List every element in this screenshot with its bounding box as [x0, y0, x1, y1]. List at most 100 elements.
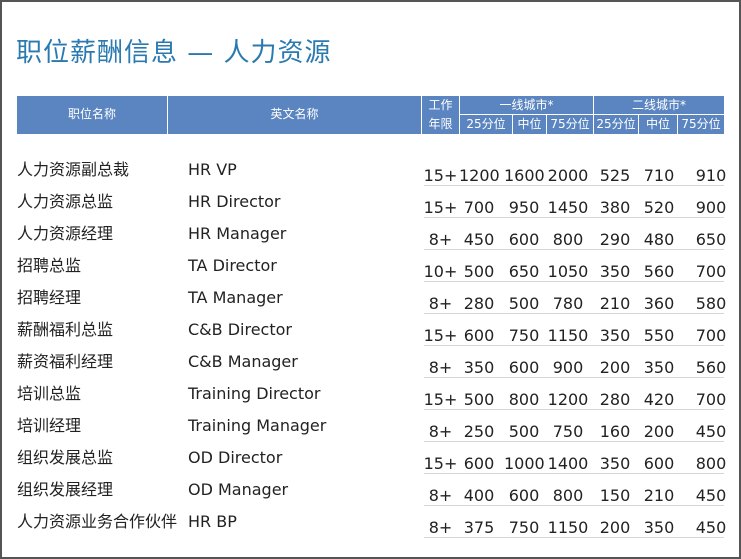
row-separator — [424, 377, 724, 378]
cell-en-name: C&B Director — [188, 320, 292, 339]
cell-tier1-p75: 1150 — [547, 518, 589, 537]
header-tier2-p25: 25分位 — [596, 117, 636, 131]
cell-tier2-p25: 150 — [599, 486, 631, 505]
cell-tier2-p25: 380 — [599, 198, 631, 217]
cell-cn-name: 培训总监 — [17, 384, 82, 403]
cell-years: 15+ — [423, 198, 458, 217]
cell-tier2-p50: 420 — [643, 390, 675, 409]
cell-tier1-p25: 600 — [463, 326, 495, 345]
cell-tier2-p25: 280 — [599, 390, 631, 409]
cell-tier1-p50: 600 — [508, 358, 540, 377]
cell-years: 8+ — [428, 486, 453, 505]
table-row: 人力资源副总裁 HR VP 15+ 1200 1600 2000 525 710 910 — [17, 154, 726, 186]
header-tier1-p50: 中位 — [517, 117, 542, 131]
cell-tier2-p50: 710 — [643, 166, 675, 185]
cell-tier1-p50: 800 — [508, 390, 540, 409]
cell-en-name: HR Manager — [188, 224, 287, 243]
cell-tier2-p25: 200 — [599, 518, 631, 537]
table-row: 组织发展总监 OD Director 15+ 600 1000 1400 350 600 800 — [17, 442, 726, 474]
header-divider — [593, 96, 594, 134]
cell-tier2-p25: 290 — [599, 230, 631, 249]
cell-en-name: HR Director — [188, 192, 281, 211]
cell-tier1-p25: 375 — [463, 518, 495, 537]
cell-tier1-p50: 750 — [508, 518, 540, 537]
cell-tier1-p75: 1400 — [547, 454, 589, 473]
header-tier2-group: 二线城市* — [631, 98, 686, 112]
header-divider — [167, 96, 168, 134]
cell-tier2-p25: 200 — [599, 358, 631, 377]
cell-tier2-p50: 350 — [643, 518, 675, 537]
row-separator — [424, 249, 724, 250]
cell-en-name: HR VP — [188, 160, 237, 179]
cell-years: 8+ — [428, 358, 453, 377]
cell-tier2-p75: 560 — [695, 358, 727, 377]
cell-tier2-p75: 450 — [695, 518, 727, 537]
header-tier1-p75: 75分位 — [550, 117, 590, 131]
cell-tier2-p25: 350 — [599, 454, 631, 473]
header-cn-name: 职位名称 — [67, 107, 116, 121]
cell-years: 8+ — [428, 518, 453, 537]
cell-tier1-p50: 950 — [508, 198, 540, 217]
cell-tier2-p75: 580 — [695, 294, 727, 313]
cell-tier2-p50: 200 — [643, 422, 675, 441]
table-header: 职位名称 英文名称 工作 年限 一线城市* 二线城市* 25分位 中位 75分位… — [17, 96, 724, 134]
cell-cn-name: 组织发展经理 — [17, 480, 114, 499]
header-years-line2: 年限 — [428, 117, 453, 131]
table-row: 人力资源经理 HR Manager 8+ 450 600 800 290 480 650 — [17, 218, 726, 250]
cell-tier2-p50: 210 — [643, 486, 675, 505]
row-separator — [424, 473, 724, 474]
cell-tier1-p75: 1200 — [547, 390, 589, 409]
cell-tier1-p75: 1050 — [547, 262, 589, 281]
cell-tier1-p75: 1450 — [547, 198, 589, 217]
cell-cn-name: 招聘经理 — [17, 288, 82, 307]
table-row: 人力资源总监 HR Director 15+ 700 950 1450 380 520 900 — [17, 186, 726, 218]
cell-years: 8+ — [428, 294, 453, 313]
cell-tier2-p50: 350 — [643, 358, 675, 377]
cell-years: 15+ — [423, 326, 458, 345]
cell-tier2-p75: 450 — [695, 486, 727, 505]
cell-tier1-p50: 500 — [508, 422, 540, 441]
cell-years: 8+ — [428, 422, 453, 441]
cell-tier2-p50: 360 — [643, 294, 675, 313]
cell-tier1-p50: 1000 — [504, 454, 545, 473]
cell-tier2-p50: 560 — [643, 262, 675, 281]
cell-en-name: TA Director — [188, 256, 277, 275]
cell-tier1-p75: 900 — [552, 358, 584, 377]
cell-tier1-p25: 350 — [463, 358, 495, 377]
cell-tier2-p75: 700 — [695, 262, 727, 281]
row-separator — [424, 345, 724, 346]
cell-tier2-p25: 210 — [599, 294, 631, 313]
row-separator — [424, 185, 724, 186]
cell-years: 15+ — [423, 166, 458, 185]
cell-years: 15+ — [423, 390, 458, 409]
cell-tier1-p25: 250 — [463, 422, 495, 441]
cell-cn-name: 组织发展总监 — [17, 448, 114, 467]
header-tier1-group: 一线城市* — [499, 98, 554, 112]
cell-years: 10+ — [423, 262, 458, 281]
cell-tier1-p50: 600 — [508, 486, 540, 505]
cell-en-name: OD Director — [188, 448, 283, 467]
cell-en-name: TA Manager — [188, 288, 283, 307]
cell-tier2-p75: 700 — [695, 390, 727, 409]
cell-en-name: Training Director — [188, 384, 321, 403]
row-separator — [424, 409, 724, 410]
cell-tier2-p75: 450 — [695, 422, 727, 441]
header-tier2-p50: 中位 — [645, 117, 670, 131]
row-separator — [424, 441, 724, 442]
cell-en-name: HR BP — [188, 512, 237, 531]
cell-tier1-p25: 400 — [463, 486, 495, 505]
header-tier2-p75: 75分位 — [681, 117, 721, 131]
cell-tier2-p75: 910 — [695, 166, 727, 185]
cell-tier1-p25: 1200 — [459, 166, 500, 185]
cell-tier1-p25: 500 — [463, 390, 495, 409]
cell-tier2-p25: 350 — [599, 262, 631, 281]
cell-tier1-p25: 600 — [463, 454, 495, 473]
table-row: 培训经理 Training Manager 8+ 250 500 750 160 200 450 — [17, 410, 726, 442]
cell-tier1-p75: 800 — [552, 230, 584, 249]
cell-tier2-p50: 480 — [643, 230, 675, 249]
row-separator — [424, 537, 724, 538]
cell-tier1-p50: 500 — [508, 294, 540, 313]
cell-tier1-p75: 1150 — [547, 326, 589, 345]
cell-cn-name: 培训经理 — [17, 416, 82, 435]
cell-en-name: OD Manager — [188, 480, 289, 499]
